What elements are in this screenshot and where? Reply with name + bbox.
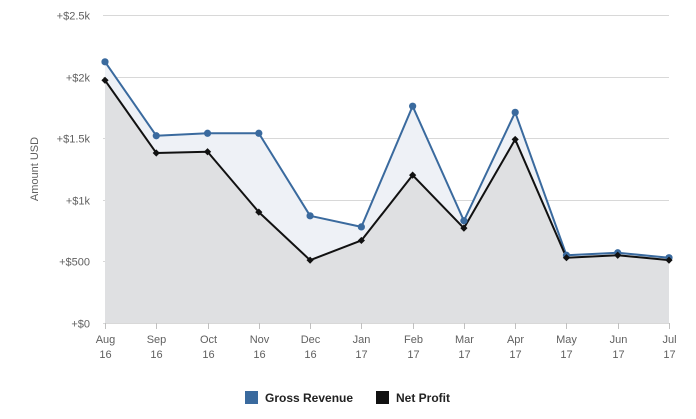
data-point-marker[interactable]	[511, 108, 519, 116]
data-point-marker[interactable]	[101, 58, 109, 66]
data-point-marker[interactable]	[357, 223, 365, 231]
x-tick-label-month: Aug	[96, 334, 116, 346]
data-point-marker[interactable]	[409, 102, 417, 110]
y-tick-label: +$2.5k	[57, 11, 91, 23]
x-tick-label-year: 17	[407, 349, 419, 361]
x-tick-label-month: Apr	[507, 334, 524, 346]
x-tick-label-month: Jun	[610, 334, 628, 346]
x-tick-label-year: 17	[458, 349, 470, 361]
data-point-marker[interactable]	[101, 76, 109, 84]
x-tick-label-year: 17	[663, 349, 675, 361]
series-line-1	[104, 79, 670, 262]
data-point-marker[interactable]	[152, 149, 160, 157]
x-tick-label-year: 16	[253, 349, 265, 361]
data-point-marker[interactable]	[255, 129, 263, 137]
data-point-marker[interactable]	[511, 135, 519, 144]
x-tick-label-year: 16	[202, 349, 214, 361]
x-tick-label-year: 16	[304, 349, 316, 361]
y-axis-title: Amount USD	[29, 137, 41, 201]
series-lines	[104, 61, 670, 262]
x-tick-label-month: May	[556, 334, 577, 346]
y-tick-label: +$0	[71, 319, 90, 331]
x-tick-label-year: 17	[560, 349, 572, 361]
y-tick-label: +$1k	[66, 196, 91, 208]
x-tick-label-month: Sep	[147, 334, 167, 346]
legend-swatch	[376, 391, 389, 404]
y-tick-label: +$1.5k	[57, 134, 91, 146]
data-point-marker[interactable]	[460, 217, 468, 225]
x-tick-label-month: Oct	[200, 334, 217, 346]
x-axis-tick-labels: Aug 16 Sep 16 Oct 16 Nov 16 Dec 16 Jan 17 Feb 17 Mar 17…	[96, 323, 677, 361]
data-point-marker[interactable]	[152, 132, 160, 140]
data-point-marker[interactable]	[203, 148, 212, 156]
data-point-marker[interactable]	[409, 171, 417, 179]
legend: Gross Revenue Net Profit	[245, 391, 450, 405]
data-point-marker[interactable]	[562, 254, 571, 262]
x-tick-label-year: 16	[150, 349, 162, 361]
x-tick-label-year: 16	[99, 349, 111, 361]
x-tick-label-year: 17	[355, 349, 367, 361]
legend-swatch	[245, 391, 258, 404]
legend-item[interactable]: Net Profit	[376, 391, 450, 405]
y-axis-tick-labels: +$0 +$500 +$1k +$1.5k +$2k +$2.5k	[57, 11, 91, 331]
legend-item[interactable]: Gross Revenue	[245, 391, 353, 405]
y-tick-label: +$500	[59, 257, 90, 269]
data-point-marker[interactable]	[203, 129, 212, 137]
data-point-marker[interactable]	[665, 256, 673, 264]
data-point-marker[interactable]	[460, 224, 468, 232]
x-tick-label-year: 17	[612, 349, 624, 361]
x-tick-label-month: Dec	[301, 334, 321, 346]
data-point-marker[interactable]	[306, 256, 314, 264]
data-point-marker[interactable]	[255, 208, 263, 216]
series-area-1	[105, 80, 669, 324]
series-areas	[105, 61, 669, 324]
x-tick-label-month: Feb	[404, 334, 423, 346]
x-tick-label-month: Mar	[455, 334, 474, 346]
data-markers	[101, 58, 673, 264]
x-tick-label-month: Nov	[250, 334, 270, 346]
x-tick-label-month: Jan	[353, 334, 371, 346]
x-tick-label-month: Jul	[662, 334, 676, 346]
data-point-marker[interactable]	[357, 236, 365, 245]
legend-label: Gross Revenue	[265, 391, 353, 405]
data-point-marker[interactable]	[306, 212, 314, 220]
legend-label: Net Profit	[396, 391, 450, 405]
data-point-marker[interactable]	[614, 251, 622, 259]
x-tick-label-year: 17	[509, 349, 521, 361]
series-line-0	[104, 61, 670, 259]
y-tick-label: +$2k	[66, 73, 91, 85]
